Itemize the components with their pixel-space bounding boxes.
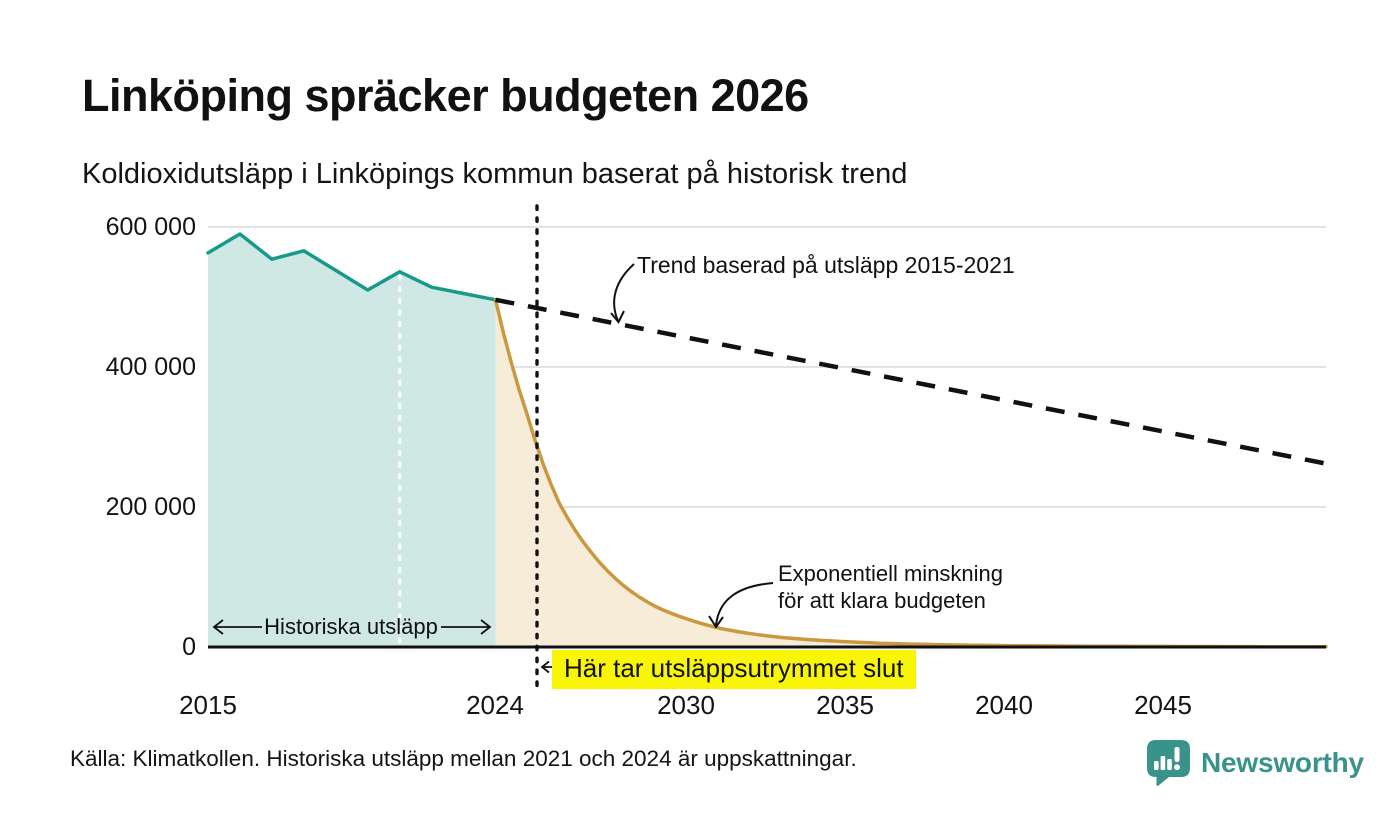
y-tick-400000: 400 000	[105, 353, 196, 381]
budget-end-highlight-label: Här tar utsläppsutrymmet slut	[552, 650, 916, 689]
page-subtitle: Koldioxidutsläpp i Linköpings kommun bas…	[82, 158, 908, 190]
historical-span-label: Historiska utsläpp	[264, 614, 438, 639]
budget-annotation-arrow	[708, 582, 774, 629]
x-tick-2024: 2024	[466, 690, 524, 720]
x-tick-2015: 2015	[179, 690, 237, 720]
y-tick-0: 0	[182, 633, 196, 661]
source-note: Källa: Klimatkollen. Historiska utsläpp …	[70, 746, 857, 771]
trend-annotation-label: Trend baserad på utsläpp 2015-2021	[637, 252, 1015, 278]
budget-annotation-label: Exponentiell minskning för att klara bud…	[778, 560, 1003, 614]
y-tick-600000: 600 000	[105, 213, 196, 241]
x-tick-2035: 2035	[816, 690, 874, 720]
historical-line	[206, 232, 498, 302]
x-tick-2030: 2030	[657, 690, 715, 720]
newsworthy-bubble-chart-icon	[1146, 739, 1191, 787]
bar-chart-glyph	[1154, 747, 1180, 771]
historical-span-arrow	[212, 619, 492, 635]
budget-annotation-line1: Exponentiell minskning	[778, 561, 1004, 586]
budget-end-pointer-arrow	[540, 660, 553, 674]
x-tick-2045: 2045	[1134, 690, 1192, 720]
historical-area	[208, 234, 496, 647]
brand-name: Newsworthy	[1201, 747, 1364, 778]
y-tick-200000: 200 000	[105, 493, 196, 521]
x-tick-2040: 2040	[975, 690, 1033, 720]
brand-logo: Newsworthy	[1146, 739, 1364, 787]
budget-area	[495, 299, 1326, 647]
trend-annotation-arrow	[610, 263, 635, 324]
page-title: Linköping spräcker budgeten 2026	[82, 70, 809, 121]
budget-annotation-line2: för att klara budgeten	[778, 588, 986, 613]
trend-line	[495, 297, 1327, 466]
